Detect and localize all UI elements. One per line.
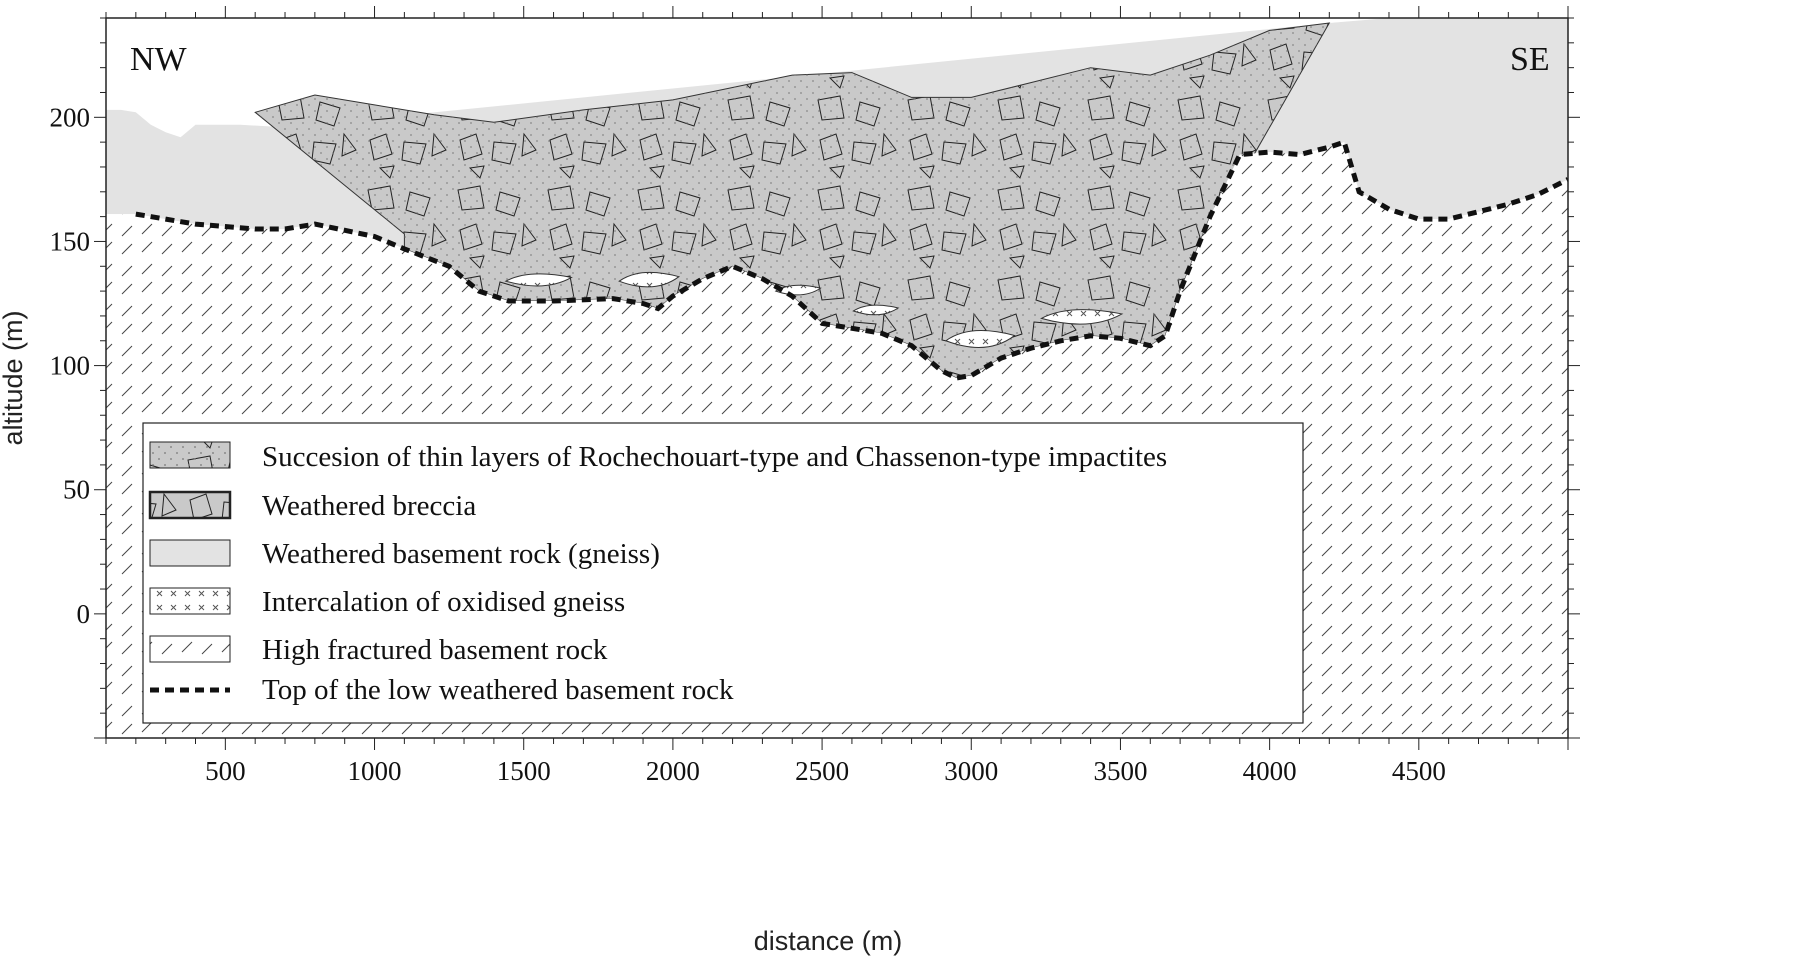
oxidised-gneiss-lens-2 xyxy=(618,271,680,288)
oxidised-gneiss-lens-5 xyxy=(944,330,1016,348)
x-tick-label: 4000 xyxy=(1243,756,1297,786)
direction-label-nw: NW xyxy=(130,41,188,78)
legend-item-oxidised-gneiss: Intercalation of oxidised gneiss xyxy=(149,586,625,618)
y-tick-label: 150 xyxy=(50,226,91,256)
legend-label-oxidised-gneiss: Intercalation of oxidised gneiss xyxy=(262,586,625,618)
axis-ticks xyxy=(94,6,1580,750)
y-tick-labels: 0 50 100 150 200 xyxy=(50,102,91,629)
legend-item-fractured-basement: High fractured basement rock xyxy=(149,634,608,666)
legend-label-weathered-basement: Weathered basement rock (gneiss) xyxy=(262,538,660,570)
legend-swatch-fractured-basement xyxy=(149,635,231,663)
legend-box xyxy=(142,422,1304,724)
legend-item-impactites: Succesion of thin layers of Rochechouart… xyxy=(149,441,1167,473)
legend-label-breccia: Weathered breccia xyxy=(262,490,476,522)
legend-swatch-weathered-basement xyxy=(149,539,231,567)
legend-swatch-oxidised-gneiss xyxy=(149,587,231,615)
legend-swatch-breccia xyxy=(148,490,232,520)
x-tick-label: 4500 xyxy=(1392,756,1446,786)
y-tick-label: 100 xyxy=(50,351,91,381)
x-tick-label: 2000 xyxy=(646,756,700,786)
top-of-low-weathered-basement-line xyxy=(135,138,1568,381)
oxidised-gneiss-lens-4 xyxy=(852,304,900,316)
x-axis-label: distance (m) xyxy=(754,926,903,956)
x-tick-label: 3500 xyxy=(1093,756,1147,786)
legend-label-top-low-weathered: Top of the low weathered basement rock xyxy=(262,674,734,706)
oxidised-gneiss-lenses xyxy=(504,271,1124,348)
x-tick-label: 3000 xyxy=(944,756,998,786)
legend-item-breccia: Weathered breccia xyxy=(148,490,476,522)
plot-frame xyxy=(105,17,1569,739)
x-tick-label: 1500 xyxy=(497,756,551,786)
legend-item-top-low-weathered: Top of the low weathered basement rock xyxy=(150,674,734,706)
legend-label-impactites: Succesion of thin layers of Rochechouart… xyxy=(262,441,1167,473)
x-tick-label: 500 xyxy=(205,756,246,786)
y-tick-label: 50 xyxy=(63,475,90,505)
y-tick-label: 0 xyxy=(77,599,91,629)
x-tick-labels: 500 1000 1500 2000 2500 3000 3500 4000 4500 xyxy=(205,756,1446,786)
x-tick-label: 1000 xyxy=(348,756,402,786)
direction-label-se: SE xyxy=(1510,41,1550,78)
legend: Succesion of thin layers of Rochechouart… xyxy=(142,422,1304,724)
y-tick-label: 200 xyxy=(50,102,91,132)
legend-label-fractured-basement: High fractured basement rock xyxy=(262,634,608,666)
x-tick-label: 2500 xyxy=(795,756,849,786)
impactites-area xyxy=(255,23,1330,378)
oxidised-gneiss-lens-1 xyxy=(504,273,573,287)
legend-item-weathered-basement: Weathered basement rock (gneiss) xyxy=(149,538,660,570)
y-axis-label: altitude (m) xyxy=(0,310,28,445)
oxidised-gneiss-lens-6 xyxy=(1040,309,1124,325)
